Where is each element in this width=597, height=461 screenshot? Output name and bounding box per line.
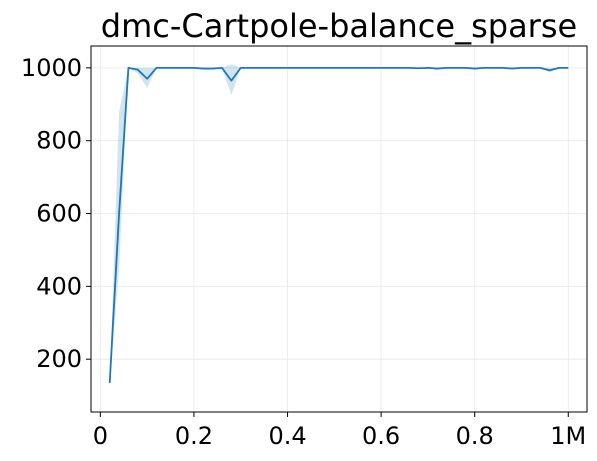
x-tick-label: 0: [93, 422, 108, 450]
y-tick-label: 800: [36, 127, 82, 155]
line-layer: [108, 66, 569, 383]
x-tick-label: 0.6: [362, 422, 400, 450]
y-tick-label: 400: [36, 272, 82, 300]
y-tick-label: 200: [36, 345, 82, 373]
grid-layer: [91, 46, 587, 412]
x-tick-label: 0.8: [456, 422, 494, 450]
chart-title: dmc-Cartpole-balance_sparse: [101, 7, 577, 45]
band-layer: [109, 64, 569, 383]
confidence-band: [109, 64, 569, 383]
x-tick-label: 0.2: [175, 422, 213, 450]
y-tick-label: 600: [36, 200, 82, 228]
x-tick-label: 0.4: [268, 422, 306, 450]
y-tick-label: 1000: [21, 54, 82, 82]
x-tick-label: 1M: [550, 422, 586, 450]
plot-frame: [90, 45, 588, 413]
tick-layer: 0 0.2 0.4 0.6 0.8 1M 200 400 600 800 1000: [21, 54, 586, 450]
series-line: [108, 66, 569, 383]
